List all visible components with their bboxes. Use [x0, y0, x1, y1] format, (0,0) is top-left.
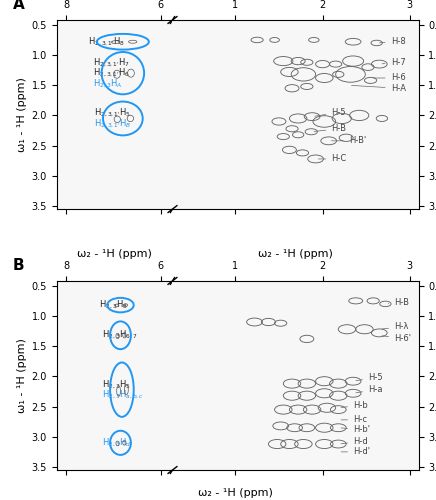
Text: H-5: H-5 — [315, 108, 346, 117]
X-axis label: ω₂ - ¹H (ppm): ω₂ - ¹H (ppm) — [258, 249, 333, 259]
Text: H-B: H-B — [388, 298, 409, 307]
Text: H-C: H-C — [318, 154, 347, 164]
Text: H-d': H-d' — [341, 448, 370, 456]
Text: H-c: H-c — [341, 416, 367, 424]
Text: H$_{2,3}$H$_{6,7}$: H$_{2,3}$H$_{6,7}$ — [102, 329, 137, 342]
Text: H$_{2,3,1'}$H$_{8}$: H$_{2,3,1'}$H$_{8}$ — [89, 36, 125, 48]
Text: H-8: H-8 — [379, 37, 405, 46]
Text: H$_{2,3}$H$_{d}$: H$_{2,3}$H$_{d}$ — [102, 436, 131, 449]
Text: H-b': H-b' — [341, 425, 370, 434]
Text: H$_{2,3}$H$_{a,b,c}$: H$_{2,3}$H$_{a,b,c}$ — [102, 388, 143, 401]
Text: H-b: H-b — [341, 401, 368, 410]
Text: H-7: H-7 — [382, 58, 405, 67]
Text: H$_{2,3,1'}$H$_{7}$: H$_{2,3,1'}$H$_{7}$ — [93, 57, 130, 69]
Text: H$_{2,3}$H$_{A}$: H$_{2,3}$H$_{A}$ — [93, 78, 122, 90]
Text: ω₂ - ¹H (ppm): ω₂ - ¹H (ppm) — [198, 488, 273, 498]
Text: A: A — [13, 0, 24, 12]
Y-axis label: ω₁ - ¹H (ppm): ω₁ - ¹H (ppm) — [17, 338, 27, 413]
Text: H$_{2,3,1'}$H$_{6}$: H$_{2,3,1'}$H$_{6}$ — [93, 67, 130, 80]
Text: H-a: H-a — [356, 385, 382, 394]
Y-axis label: ω₁ - ¹H (ppm): ω₁ - ¹H (ppm) — [17, 77, 27, 152]
Text: H$_{2,3}$H$_{5}$: H$_{2,3}$H$_{5}$ — [102, 378, 130, 390]
Text: H-B': H-B' — [331, 136, 366, 145]
Text: H-B: H-B — [314, 124, 346, 133]
Text: H$_{2,3,1'}$H$_{5}$: H$_{2,3,1'}$H$_{5}$ — [95, 107, 131, 120]
Text: H-d: H-d — [341, 437, 368, 446]
Text: H-λ: H-λ — [382, 322, 409, 332]
Text: H$_{2,3}$H$_{8}$: H$_{2,3}$H$_{8}$ — [99, 299, 128, 311]
Text: H-A: H-A — [351, 84, 405, 93]
Text: H-6: H-6 — [373, 74, 405, 82]
Text: B: B — [13, 258, 24, 274]
Text: H-6': H-6' — [382, 334, 411, 344]
Text: H$_{2,3,1'}$H$_{B}$: H$_{2,3,1'}$H$_{B}$ — [95, 118, 132, 130]
Text: H-5: H-5 — [356, 373, 382, 382]
X-axis label: ω₂ - ¹H (ppm): ω₂ - ¹H (ppm) — [77, 249, 152, 259]
